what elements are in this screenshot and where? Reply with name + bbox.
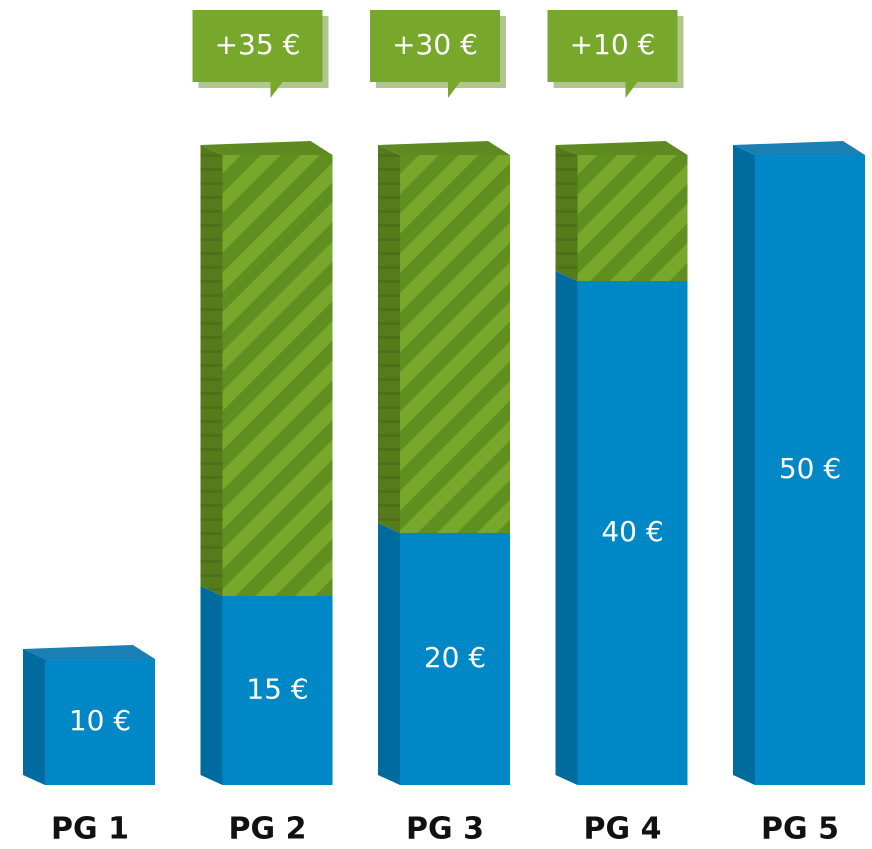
- callout-label: +35 €: [215, 28, 301, 61]
- value-label: 10 €: [69, 704, 131, 737]
- x-tick-label: PG 4: [584, 812, 662, 847]
- x-tick-label: PG 5: [761, 812, 839, 847]
- bar-segment: [400, 533, 510, 785]
- bar-side: [378, 145, 400, 533]
- callout: [192, 10, 323, 98]
- callout: [370, 10, 500, 98]
- x-tick-label: PG 1: [51, 812, 129, 847]
- bar-segment: [45, 659, 155, 785]
- value-label: 50 €: [779, 452, 841, 485]
- value-label: 20 €: [424, 641, 486, 674]
- value-label: 40 €: [601, 515, 663, 548]
- bar-segment: [755, 155, 865, 785]
- bar-top: [733, 141, 865, 155]
- bar-side: [23, 649, 45, 785]
- bar-side: [378, 523, 400, 785]
- bar-side: [200, 586, 223, 785]
- value-label: 15 €: [246, 673, 308, 706]
- bar-top: [378, 141, 510, 155]
- bar-side: [555, 145, 578, 281]
- callout: [547, 10, 678, 98]
- x-tick-label: PG 3: [406, 812, 484, 847]
- bar-segment: [222, 596, 333, 785]
- callout-label: +30 €: [392, 28, 478, 61]
- bar-side: [733, 145, 755, 785]
- bar-top: [23, 645, 155, 659]
- x-tick-label: PG 2: [229, 812, 307, 847]
- bar-side: [555, 271, 578, 785]
- bar-segment: [577, 155, 688, 281]
- bar-top: [200, 141, 333, 155]
- bar-segment: [400, 155, 510, 533]
- bar-side: [200, 145, 223, 596]
- callout-label: +10 €: [570, 28, 656, 61]
- bar-segment: [577, 281, 688, 785]
- bar-top: [555, 141, 688, 155]
- bar-segment: [222, 155, 333, 596]
